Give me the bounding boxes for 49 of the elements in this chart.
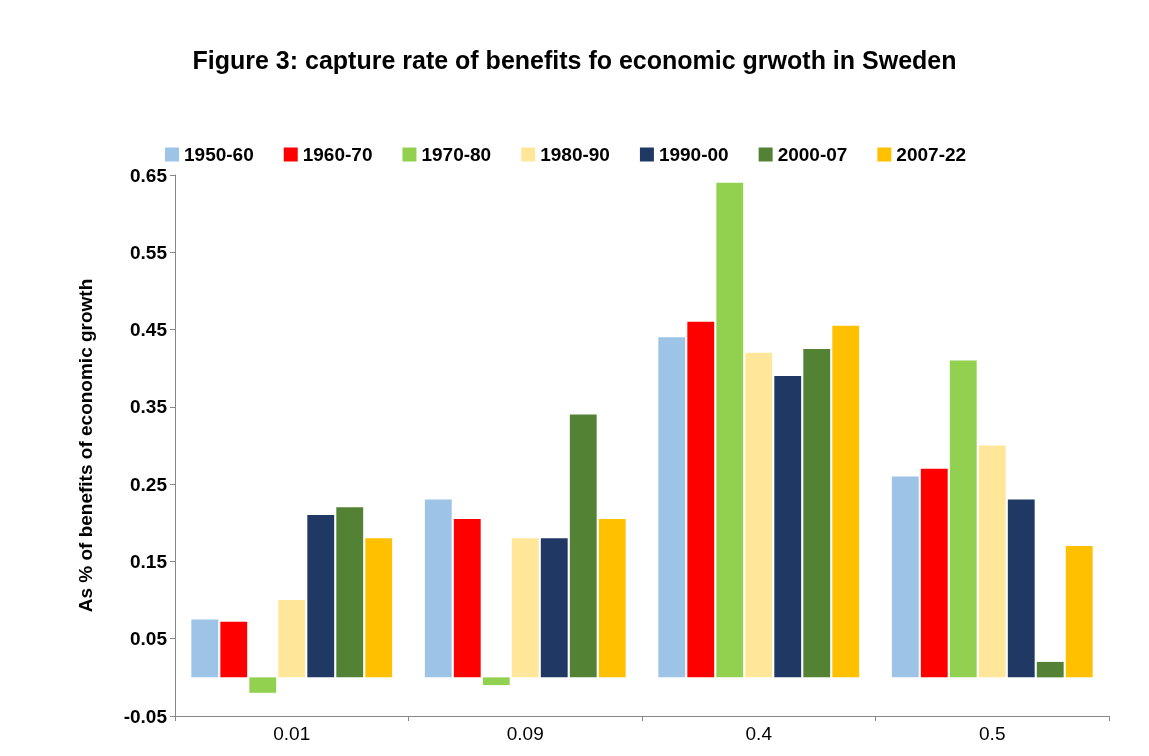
bar (658, 337, 686, 678)
y-tick-label: 0.65 (130, 164, 168, 186)
legend-label: 1980-90 (540, 144, 610, 165)
bar (891, 476, 919, 678)
bar (1007, 499, 1035, 678)
bar (920, 468, 948, 678)
bar (511, 538, 539, 678)
x-tick-label: 0.01 (273, 723, 311, 744)
bar (365, 538, 393, 678)
bar (220, 621, 248, 678)
bar (1036, 661, 1064, 678)
y-tick-label: 0.15 (130, 550, 168, 572)
legend-label: 2007-22 (896, 144, 967, 165)
bar (716, 182, 744, 678)
bar (336, 507, 364, 678)
bar (453, 518, 481, 678)
bar (307, 515, 335, 678)
bar (832, 325, 860, 678)
bar (482, 677, 510, 686)
legend-label: 1990-00 (658, 144, 729, 165)
legend-label: 1950-60 (184, 144, 254, 165)
bar (949, 360, 977, 678)
x-tick-label: 0.5 (979, 723, 1006, 744)
bar (745, 352, 773, 678)
bar (540, 538, 568, 678)
bar (1065, 545, 1093, 678)
chart-title: Figure 3: capture rate of benefits fo economic grwoth in Sweden (192, 45, 957, 74)
bar (424, 499, 452, 678)
bar (569, 414, 597, 678)
bar (278, 600, 306, 678)
y-tick-label: 0.35 (130, 396, 168, 418)
x-tick-label: 0.09 (506, 723, 544, 744)
bar (978, 445, 1006, 678)
x-tick-label: 0.4 (745, 723, 773, 744)
bar (774, 375, 802, 678)
y-axis-title: As % of benefits of economic growth (75, 278, 96, 613)
y-tick-label: 0.45 (130, 319, 168, 341)
bar (249, 677, 277, 693)
bar (803, 348, 831, 678)
y-tick-label: 0.55 (130, 241, 168, 263)
bar (191, 619, 219, 678)
bar (598, 518, 626, 678)
legend-label: 2000-07 (777, 144, 848, 165)
legend-label: 1960-70 (302, 144, 373, 165)
y-tick-label: -0.05 (123, 705, 168, 727)
bar (687, 321, 715, 678)
y-tick-label: 0.25 (130, 473, 168, 495)
y-tick-label: 0.05 (130, 628, 168, 650)
legend-label: 1970-80 (421, 144, 492, 165)
